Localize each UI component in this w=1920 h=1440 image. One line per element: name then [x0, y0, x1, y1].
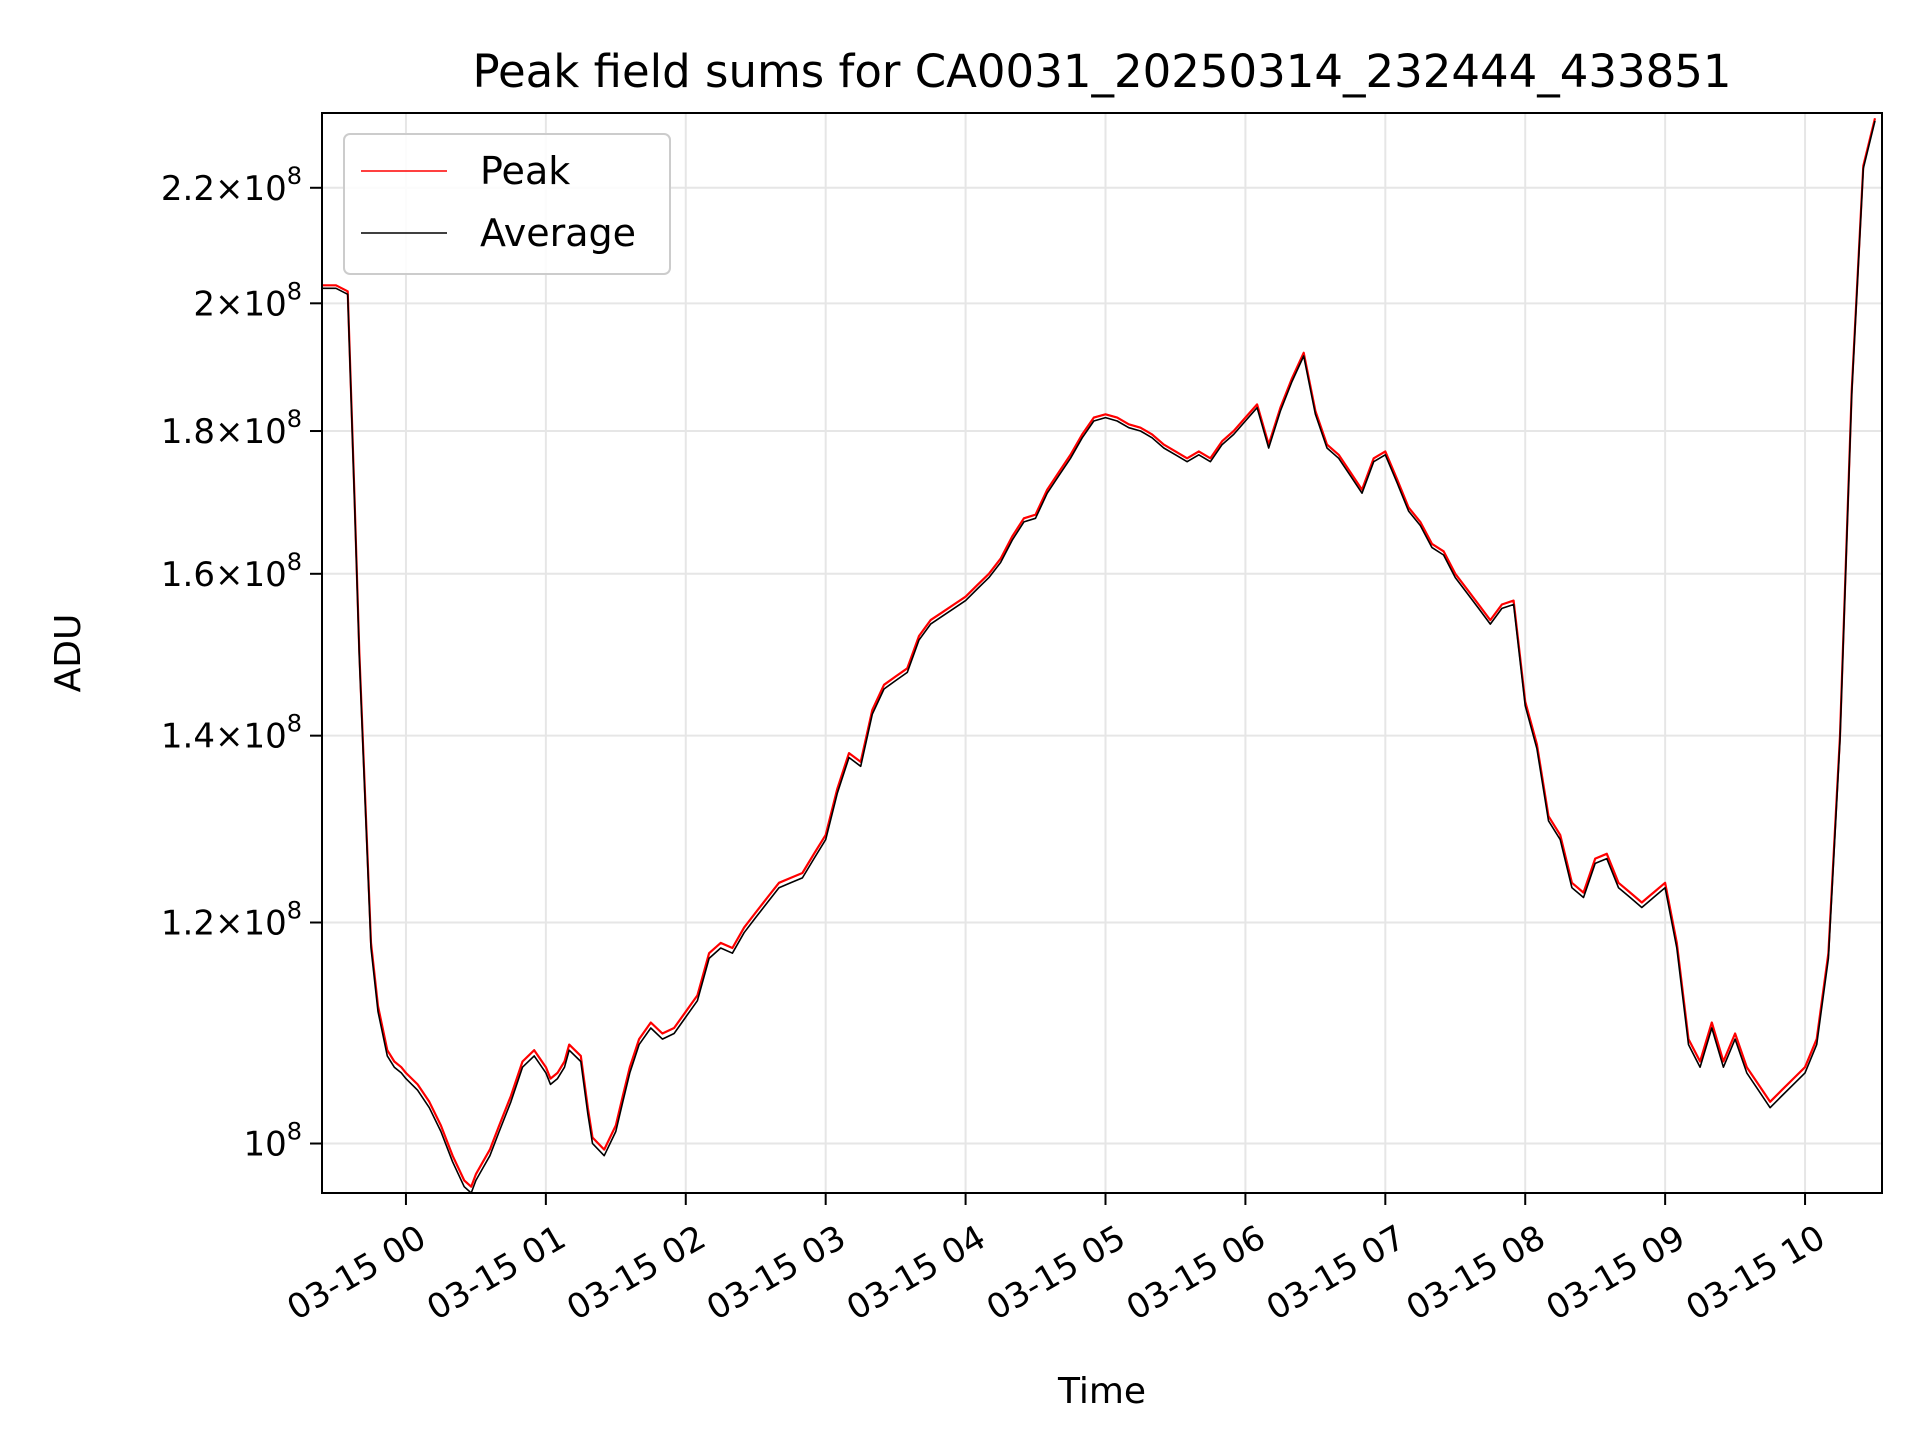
legend-label-peak: Peak: [480, 149, 570, 193]
series-line-peak: [322, 117, 1877, 1188]
plot-frame: [321, 112, 1883, 1194]
legend-box: [343, 133, 671, 275]
y-tick-label: 2.2×108: [161, 162, 302, 209]
y-axis-label: ADU: [48, 614, 89, 693]
y-tick-label: 2×108: [193, 277, 302, 324]
y-tick-label: 1.2×108: [161, 897, 302, 944]
y-tick-label: 1.8×108: [161, 405, 302, 452]
chart-title: Peak field sums for CA0031_20250314_2324…: [472, 45, 1731, 98]
series-layer: [322, 117, 1877, 1194]
y-tick-label: 1.6×108: [161, 548, 302, 595]
x-axis-label: Time: [1057, 1371, 1146, 1412]
series-line-average: [322, 120, 1876, 1194]
legend-label-average: Average: [480, 211, 636, 255]
y-axis: 1081.2×1081.4×1081.6×1081.8×1082×1082.2×…: [161, 162, 322, 1165]
grid-lines: [322, 113, 1882, 1193]
legend: Peak Average: [343, 133, 671, 275]
y-tick-label: 1.4×108: [161, 710, 302, 757]
